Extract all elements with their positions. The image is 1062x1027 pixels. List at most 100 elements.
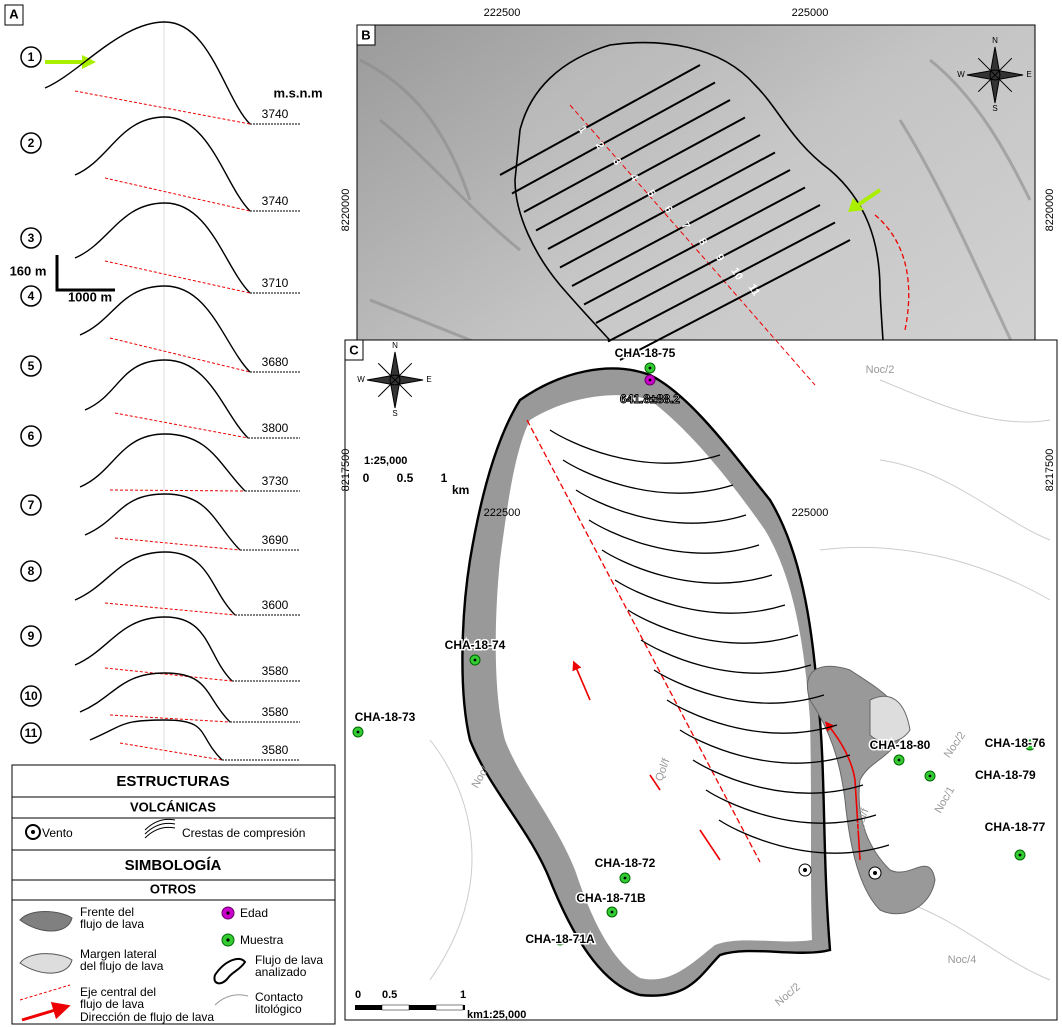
sample-label: CHA-18-75 <box>615 346 676 360</box>
scale-tick: km1:25,000 <box>467 1009 526 1021</box>
figure: A 1 3740 2 3740 3 3710 4 3680 5 3800 6 3730 7 3690 8 360… <box>0 0 1062 1027</box>
profile-elevation: 3740 <box>262 107 289 121</box>
coord-label: 8220000 <box>340 189 352 232</box>
profile-number: 11 <box>25 726 38 740</box>
legend-age-dot <box>226 911 229 914</box>
age-label: 641.8±88.2 <box>620 392 680 406</box>
legend-text: Vento <box>42 826 73 840</box>
panel-label: C <box>349 342 359 357</box>
profile-number: 2 <box>28 136 35 150</box>
scale-tick: 0 <box>363 471 370 485</box>
sample-label: CHA-18-73 <box>355 710 416 724</box>
profile-number: 6 <box>28 429 35 443</box>
legend-text: flujo de lava <box>80 917 144 931</box>
sample-label: CHA-18-79 <box>975 768 1036 782</box>
sample-dot <box>624 877 627 880</box>
legend-heading: ESTRUCTURAS <box>116 773 229 790</box>
legend-sample-dot <box>226 938 229 941</box>
legend-text: flujo de lava <box>80 997 144 1011</box>
coord-label: 225000 <box>792 7 829 19</box>
profile-elevation: 3740 <box>262 194 289 208</box>
legend-text: Edad <box>240 906 268 920</box>
legend-subheading: VOLCÁNICAS <box>130 799 216 814</box>
unit-label: Noc/2 <box>866 364 895 376</box>
coord-label: 222500 <box>484 507 521 519</box>
legend-text: Crestas de compresión <box>182 826 305 840</box>
coord-label: 8217500 <box>340 449 352 492</box>
legend-text: Muestra <box>240 933 284 947</box>
profile-base-red <box>105 178 250 211</box>
panel-label: A <box>9 6 19 21</box>
profile-number: 9 <box>28 629 35 643</box>
compass-n: N <box>992 36 998 45</box>
profile-number: 4 <box>28 289 35 303</box>
profile-elevation: 3580 <box>262 705 289 719</box>
profile-base-red <box>115 413 248 438</box>
scale-vertical: 160 m <box>10 263 47 278</box>
profile-base-red <box>105 668 232 681</box>
sample-label: CHA-18-76 <box>985 736 1046 750</box>
elevation-unit: m.s.n.m <box>273 85 322 100</box>
profile-number: 7 <box>28 498 35 512</box>
profile-number: 3 <box>28 231 35 245</box>
profile-line <box>80 434 245 491</box>
scale-a <box>57 255 115 290</box>
sample-dot <box>898 759 901 762</box>
scale-tick: km <box>452 483 469 497</box>
scale-tick: 0.5 <box>397 471 414 485</box>
profile-elevation: 3690 <box>262 533 289 547</box>
unit-label: Noc/4 <box>948 954 977 966</box>
profile-base-red <box>120 743 222 760</box>
compass-w: W <box>957 70 965 79</box>
sample-label: CHA-18-71B <box>576 891 646 905</box>
legend-vent-dot <box>31 830 35 834</box>
profile-elevation: 3680 <box>262 355 289 369</box>
profile-elevation: 3710 <box>262 276 289 290</box>
sample-label: CHA-18-71A <box>525 932 595 946</box>
legend-text: del flujo de lava <box>80 959 164 973</box>
compass-w: W <box>357 375 365 384</box>
compass-s: S <box>992 104 997 113</box>
profile-line <box>85 360 248 438</box>
legend-heading: SIMBOLOGÍA <box>125 857 222 874</box>
coord-label: 225000 <box>792 507 829 519</box>
scale-bar-c-white <box>436 1005 463 1010</box>
profile-base-red <box>75 91 250 124</box>
profile-base-red <box>115 538 240 550</box>
scale-tick: 1 <box>460 989 466 1001</box>
profile-line <box>75 117 250 211</box>
profile-base-red <box>110 490 245 491</box>
profile-number: 8 <box>28 564 35 578</box>
sample-label: CHA-18-74 <box>445 638 506 652</box>
profile-elevation: 3600 <box>262 598 289 612</box>
profile-line <box>80 673 230 722</box>
scale-tick: 0.5 <box>382 989 397 1001</box>
profile-elevation: 3730 <box>262 474 289 488</box>
sample-label: CHA-18-77 <box>985 820 1046 834</box>
compass-e: E <box>1026 70 1031 79</box>
profile-elevation: 3800 <box>262 421 289 435</box>
coord-label: 8220000 <box>1044 189 1056 232</box>
vent-center <box>803 868 807 872</box>
profile-line <box>45 22 250 124</box>
scale-label: 1:25,000 <box>364 455 407 467</box>
sample-dot <box>929 775 932 778</box>
sample-label: CHA-18-80 <box>870 738 931 752</box>
panel-label: B <box>361 27 370 42</box>
profile-line <box>75 552 235 615</box>
scale-tick: 1 <box>441 471 448 485</box>
age-dot <box>649 379 652 382</box>
sample-dot <box>474 659 477 662</box>
sample-dot <box>649 367 652 370</box>
profile-line <box>75 617 232 681</box>
legend-subheading: OTROS <box>150 881 197 896</box>
profile-base-red <box>105 603 235 615</box>
scale-bar-c-white <box>382 1005 409 1010</box>
profile-elevation: 3580 <box>262 664 289 678</box>
page: { "panel_a": { "label": "A", "profiles":… <box>0 0 1062 1027</box>
compass-n: N <box>392 341 398 350</box>
coord-label: 8217500 <box>1044 449 1056 492</box>
profile-number: 5 <box>28 359 35 373</box>
profile-number: 1 <box>28 50 35 64</box>
sample-dot <box>1019 854 1022 857</box>
